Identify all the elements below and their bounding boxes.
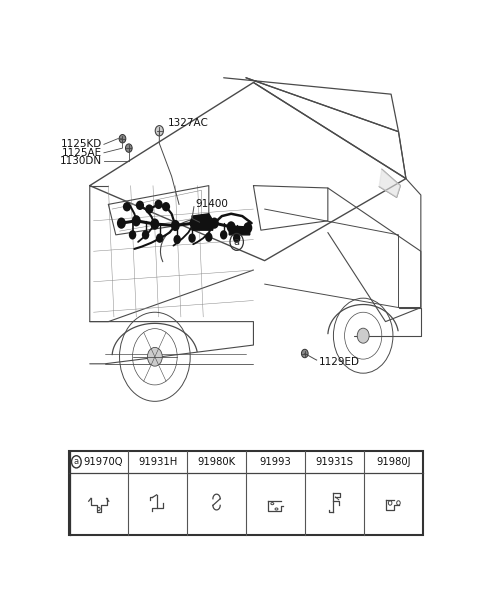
Polygon shape	[229, 221, 250, 235]
Ellipse shape	[150, 219, 159, 230]
Ellipse shape	[205, 233, 213, 242]
Ellipse shape	[190, 217, 198, 229]
Ellipse shape	[210, 217, 219, 229]
Ellipse shape	[117, 217, 126, 229]
Text: 1129ED: 1129ED	[319, 357, 360, 367]
Circle shape	[125, 144, 132, 152]
Ellipse shape	[132, 215, 141, 227]
Ellipse shape	[243, 222, 252, 233]
Text: a: a	[74, 457, 79, 466]
Ellipse shape	[155, 200, 163, 209]
Ellipse shape	[145, 205, 154, 214]
Ellipse shape	[162, 202, 170, 211]
Ellipse shape	[220, 230, 228, 239]
Ellipse shape	[188, 233, 196, 243]
Circle shape	[119, 135, 126, 143]
Text: 1125KD: 1125KD	[61, 139, 102, 149]
Ellipse shape	[156, 233, 163, 243]
Text: 1130DN: 1130DN	[60, 157, 102, 166]
Ellipse shape	[233, 233, 240, 243]
Text: 1327AC: 1327AC	[168, 118, 209, 128]
Ellipse shape	[123, 202, 131, 211]
Text: 1125AE: 1125AE	[62, 148, 102, 158]
Ellipse shape	[227, 221, 236, 233]
Ellipse shape	[136, 200, 144, 210]
Ellipse shape	[173, 235, 181, 244]
Polygon shape	[379, 169, 400, 197]
Text: 91980K: 91980K	[197, 457, 236, 467]
Ellipse shape	[142, 230, 149, 239]
Ellipse shape	[129, 230, 136, 239]
Text: 91400: 91400	[196, 199, 228, 209]
Circle shape	[301, 350, 308, 357]
Circle shape	[357, 328, 369, 343]
Text: 91931S: 91931S	[315, 457, 353, 467]
Circle shape	[155, 125, 163, 136]
Polygon shape	[192, 214, 215, 230]
Bar	[69, 451, 423, 535]
Text: a: a	[234, 237, 240, 247]
Text: 91993: 91993	[260, 457, 291, 467]
Ellipse shape	[171, 220, 180, 231]
Text: 91980J: 91980J	[376, 457, 410, 467]
Circle shape	[147, 347, 162, 366]
Text: 91970Q: 91970Q	[84, 457, 123, 467]
Text: 91931H: 91931H	[138, 457, 177, 467]
